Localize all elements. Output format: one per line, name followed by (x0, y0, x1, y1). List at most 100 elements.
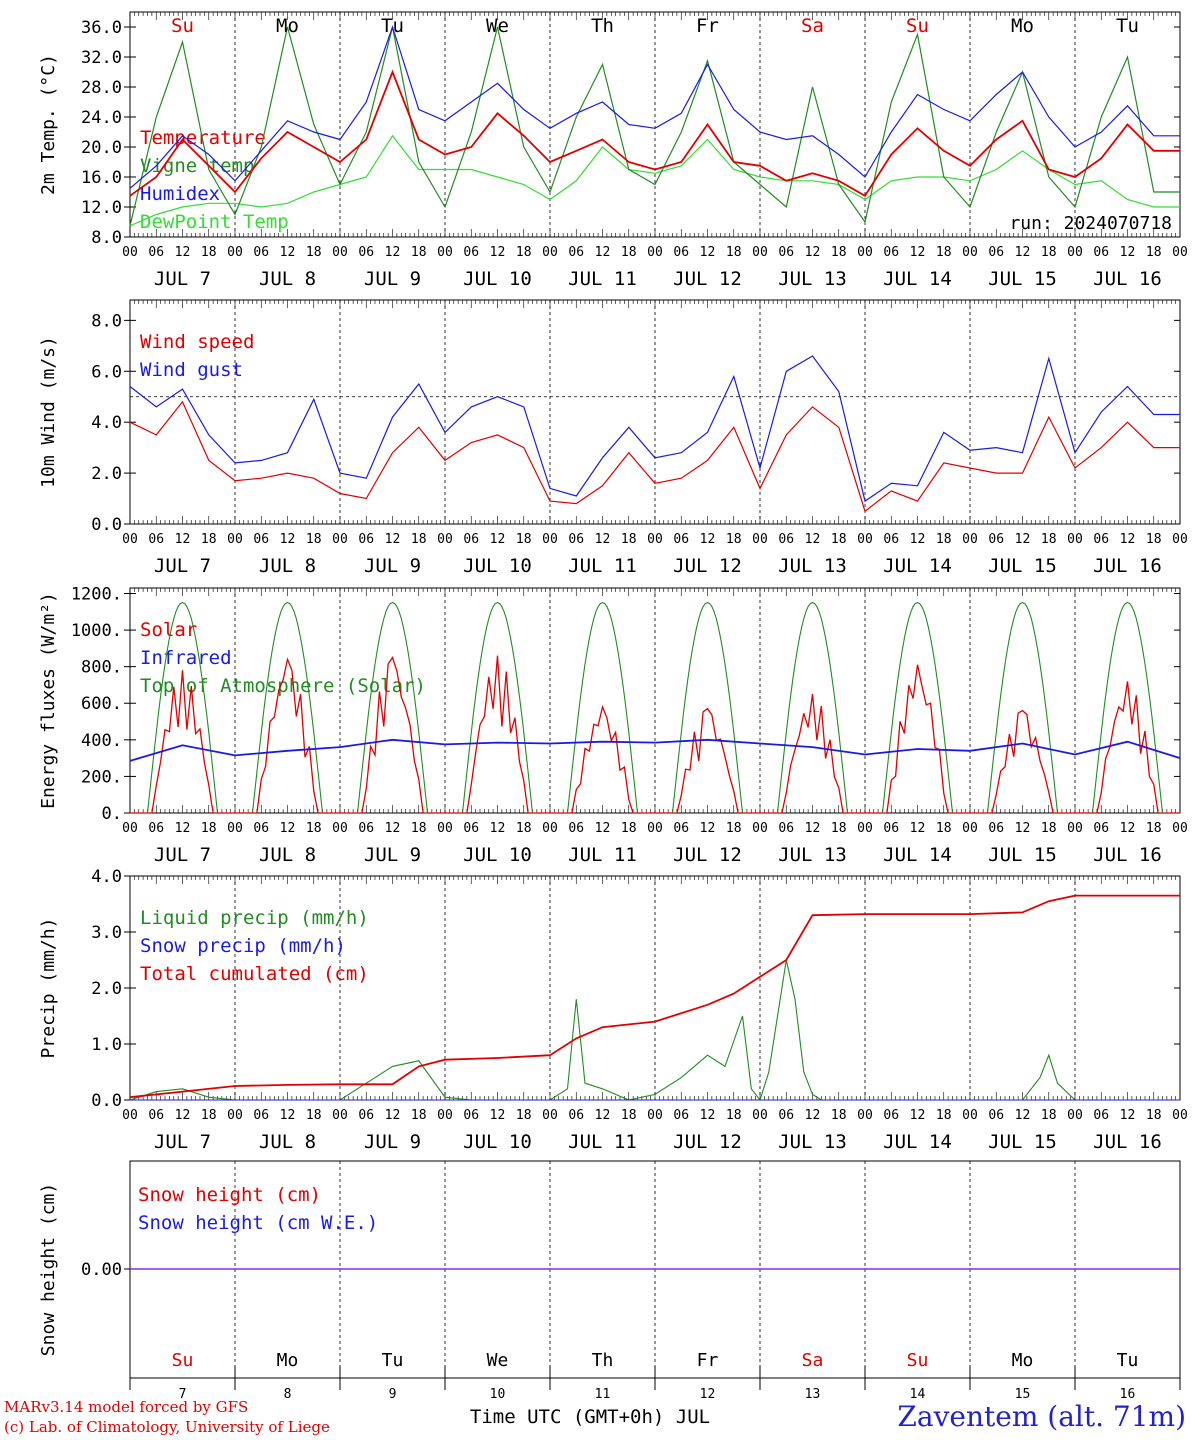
hour-label: 18 (306, 245, 322, 260)
hour-label: 18 (936, 245, 952, 260)
hour-label: 06 (778, 532, 794, 547)
hour-label: 00 (122, 245, 138, 260)
hour-label: 06 (358, 532, 374, 547)
hour-label: 12 (805, 532, 821, 547)
hour-label: 00 (857, 245, 873, 260)
hour-label: 00 (332, 245, 348, 260)
hour-label: 06 (463, 821, 479, 836)
y-tick-label: 400. (81, 731, 122, 751)
hour-label: 12 (490, 532, 506, 547)
hour-label: 00 (122, 532, 138, 547)
y-tick-label: 28.0 (81, 78, 122, 98)
hour-label: 06 (568, 821, 584, 836)
hour-label: 00 (542, 1108, 558, 1123)
series-humidex (129, 25, 1180, 189)
hour-label: 18 (1041, 821, 1057, 836)
hour-label: 06 (778, 245, 794, 260)
hour-label: 00 (1067, 1108, 1083, 1123)
day-of-week-label: We (487, 1350, 509, 1371)
credit-line-1: MARv3.14 model forced by GFS (4, 1398, 249, 1416)
day-number-label: 12 (700, 1387, 716, 1402)
hour-label: 12 (385, 821, 401, 836)
day-number-label: 10 (490, 1387, 506, 1402)
day-number-label: 15 (1015, 1387, 1031, 1402)
hour-label: 18 (936, 821, 952, 836)
y-tick-label: 0.00 (81, 1260, 122, 1280)
hour-label: 18 (306, 1108, 322, 1123)
hour-label: 18 (516, 532, 532, 547)
hour-label: 12 (175, 532, 191, 547)
hour-label: 12 (700, 1108, 716, 1123)
hour-label: 12 (910, 532, 926, 547)
day-of-week-label: Sa (801, 15, 824, 37)
legend-liquid-precip-mm-h: Liquid precip (mm/h) (140, 907, 369, 929)
day-number-label: 7 (179, 1387, 187, 1402)
day-label: JUL 15 (988, 844, 1057, 866)
day-label: JUL 14 (883, 268, 952, 290)
hour-label: 00 (542, 821, 558, 836)
hour-label: 18 (1146, 245, 1162, 260)
hour-label: 18 (411, 532, 427, 547)
day-label: JUL 13 (778, 268, 847, 290)
hour-label: 18 (621, 532, 637, 547)
day-of-week-label: Su (906, 15, 929, 37)
hour-label: 06 (778, 1108, 794, 1123)
hour-label: 18 (1041, 245, 1057, 260)
hour-label: 18 (201, 1108, 217, 1123)
hour-label: 18 (1146, 821, 1162, 836)
day-of-week-label: Fr (696, 15, 719, 37)
hour-label: 00 (752, 245, 768, 260)
day-label: JUL 11 (568, 1131, 637, 1153)
day-label: JUL 13 (778, 844, 847, 866)
hour-label: 12 (805, 821, 821, 836)
hour-label: 00 (962, 532, 978, 547)
day-label: JUL 15 (988, 1131, 1057, 1153)
x-axis-label: Time UTC (GMT+0h) JUL (470, 1406, 710, 1428)
day-of-week-label: Tu (382, 1350, 404, 1371)
hour-label: 00 (122, 1108, 138, 1123)
y-axis-label: Energy fluxes (W/m²) (38, 592, 59, 809)
day-label: JUL 7 (154, 1131, 211, 1153)
day-of-week-label: Su (171, 15, 194, 37)
series-infrared (129, 738, 1181, 762)
y-tick-label: 0.0 (91, 1091, 122, 1111)
hour-label: 00 (542, 532, 558, 547)
hour-label: 06 (253, 532, 269, 547)
hour-label: 00 (962, 245, 978, 260)
hour-label: 12 (910, 1108, 926, 1123)
hour-label: 00 (1172, 821, 1188, 836)
y-tick-label: 1000. (71, 621, 122, 641)
station-name: Zaventem (alt. 71m) (897, 1400, 1186, 1433)
hour-label: 00 (227, 821, 243, 836)
hour-label: 00 (227, 245, 243, 260)
hour-label: 12 (1015, 245, 1031, 260)
day-label: JUL 16 (1093, 844, 1162, 866)
day-label: JUL 11 (568, 555, 637, 577)
hour-label: 18 (831, 245, 847, 260)
series-temperature (129, 69, 1180, 198)
y-tick-label: 16.0 (81, 168, 122, 188)
hour-label: 06 (1093, 821, 1109, 836)
hour-label: 12 (280, 1108, 296, 1123)
day-label: JUL 15 (988, 555, 1057, 577)
hour-label: 18 (726, 532, 742, 547)
hour-label: 12 (595, 821, 611, 836)
hour-label: 18 (201, 532, 217, 547)
hour-label: 00 (752, 821, 768, 836)
y-tick-label: 12.0 (81, 198, 122, 218)
y-tick-label: 1200. (71, 584, 122, 604)
day-label: JUL 14 (883, 555, 952, 577)
day-label: JUL 12 (673, 268, 742, 290)
day-number-label: 11 (595, 1387, 611, 1402)
hour-label: 12 (1120, 245, 1136, 260)
day-number-label: 16 (1120, 1387, 1136, 1402)
hour-label: 06 (1093, 245, 1109, 260)
hour-label: 06 (883, 245, 899, 260)
hour-label: 00 (962, 821, 978, 836)
hour-label: 00 (437, 1108, 453, 1123)
y-tick-label: 6.0 (91, 362, 122, 382)
y-tick-label: 8.0 (91, 311, 122, 331)
day-of-week-label: Sa (802, 1350, 824, 1371)
day-label: JUL 16 (1093, 268, 1162, 290)
hour-label: 12 (175, 821, 191, 836)
